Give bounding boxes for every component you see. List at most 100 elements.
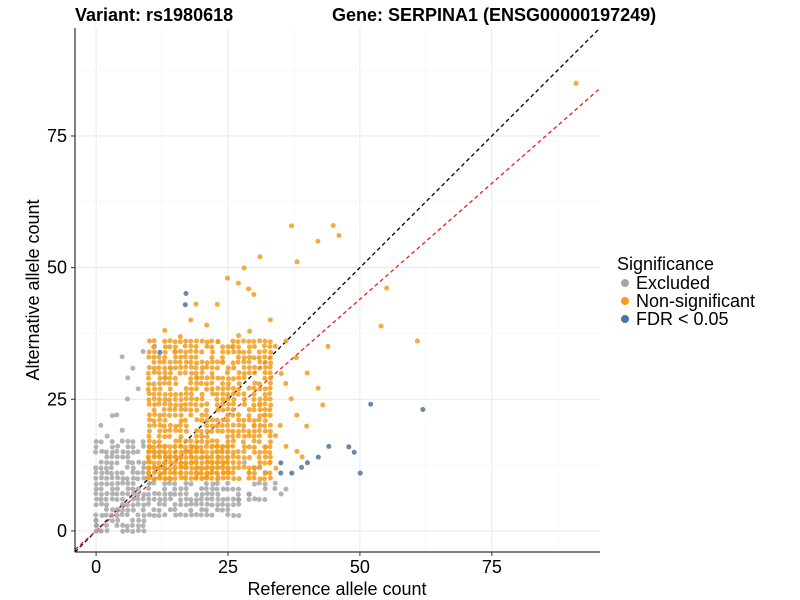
- point-excluded: [140, 507, 146, 513]
- point-non-significant: [240, 439, 246, 445]
- point-non-significant: [172, 470, 178, 476]
- point-excluded: [252, 496, 258, 502]
- point-non-significant: [162, 417, 168, 423]
- point-excluded: [225, 480, 231, 486]
- point-non-significant: [209, 449, 215, 455]
- point-non-significant: [156, 439, 162, 445]
- point-fdr-0-05: [357, 470, 363, 476]
- legend-key-excluded: [621, 279, 629, 287]
- point-non-significant: [214, 417, 220, 423]
- point-excluded: [204, 512, 210, 518]
- point-excluded: [119, 354, 125, 360]
- point-non-significant: [252, 380, 258, 386]
- point-excluded: [141, 460, 147, 466]
- point-non-significant: [251, 355, 257, 361]
- point-non-significant: [230, 460, 236, 466]
- point-non-significant: [199, 375, 205, 381]
- point-excluded: [109, 481, 115, 487]
- point-non-significant: [251, 396, 257, 402]
- point-non-significant: [214, 470, 220, 476]
- point-non-significant: [236, 422, 242, 428]
- point-non-significant: [145, 465, 151, 471]
- point-non-significant: [194, 338, 200, 344]
- point-non-significant: [256, 349, 262, 355]
- point-excluded: [108, 465, 114, 471]
- point-excluded: [109, 454, 115, 460]
- point-non-significant: [204, 459, 210, 465]
- point-non-significant: [183, 338, 189, 344]
- point-non-significant: [209, 386, 215, 392]
- point-excluded: [135, 496, 141, 502]
- point-non-significant: [151, 349, 157, 355]
- point-non-significant: [231, 396, 237, 402]
- point-non-significant: [151, 444, 157, 450]
- point-excluded: [120, 476, 126, 482]
- point-non-significant: [262, 396, 268, 402]
- point-non-significant: [204, 475, 210, 481]
- point-non-significant: [156, 454, 162, 460]
- point-non-significant: [204, 339, 210, 345]
- point-non-significant: [157, 375, 163, 381]
- reference-lines: [74, 27, 601, 553]
- point-non-significant: [157, 359, 163, 365]
- point-non-significant: [146, 444, 152, 450]
- point-non-significant: [172, 443, 178, 449]
- point-excluded: [241, 460, 247, 466]
- point-fdr-0-05: [182, 302, 188, 308]
- point-non-significant: [225, 465, 231, 471]
- point-non-significant: [178, 475, 184, 481]
- point-non-significant: [225, 396, 231, 402]
- point-non-significant: [151, 439, 157, 445]
- point-excluded: [119, 501, 125, 507]
- point-excluded: [110, 507, 116, 513]
- point-non-significant: [151, 338, 157, 344]
- point-non-significant: [204, 386, 210, 392]
- point-non-significant: [262, 444, 268, 450]
- point-fdr-0-05: [157, 349, 163, 355]
- point-non-significant: [146, 338, 152, 344]
- point-excluded: [109, 496, 115, 502]
- point-non-significant: [172, 459, 178, 465]
- point-non-significant: [209, 438, 215, 444]
- point-non-significant: [194, 375, 200, 381]
- point-non-significant: [188, 343, 194, 349]
- point-non-significant: [173, 402, 179, 408]
- point-non-significant: [226, 401, 232, 407]
- point-excluded: [225, 507, 231, 513]
- point-non-significant: [167, 434, 173, 440]
- point-excluded: [93, 444, 99, 450]
- point-excluded: [130, 444, 136, 450]
- point-non-significant: [225, 470, 231, 476]
- point-non-significant: [168, 392, 174, 398]
- point-non-significant: [167, 375, 173, 381]
- point-non-significant: [157, 412, 163, 418]
- point-non-significant: [178, 354, 184, 360]
- point-non-significant: [173, 392, 179, 398]
- point-non-significant: [188, 338, 194, 344]
- point-non-significant: [267, 391, 273, 397]
- point-non-significant: [178, 443, 184, 449]
- point-non-significant: [225, 344, 231, 350]
- point-non-significant: [230, 401, 236, 407]
- point-non-significant: [157, 380, 163, 386]
- point-non-significant: [220, 444, 226, 450]
- point-non-significant: [267, 317, 273, 323]
- point-non-significant: [283, 381, 289, 387]
- point-non-significant: [251, 391, 257, 397]
- point-non-significant: [225, 434, 231, 440]
- point-non-significant: [225, 412, 231, 418]
- point-non-significant: [246, 385, 252, 391]
- point-excluded: [125, 507, 131, 513]
- point-excluded: [98, 439, 104, 445]
- point-non-significant: [156, 417, 162, 423]
- point-excluded: [120, 507, 126, 513]
- point-non-significant: [161, 444, 167, 450]
- point-excluded: [115, 480, 121, 486]
- point-non-significant: [205, 471, 211, 477]
- data-points: [93, 80, 579, 534]
- legend-label-non-significant: Non-significant: [636, 291, 755, 311]
- point-excluded: [109, 491, 115, 497]
- point-excluded: [172, 501, 178, 507]
- point-non-significant: [167, 475, 173, 481]
- point-non-significant: [231, 476, 237, 482]
